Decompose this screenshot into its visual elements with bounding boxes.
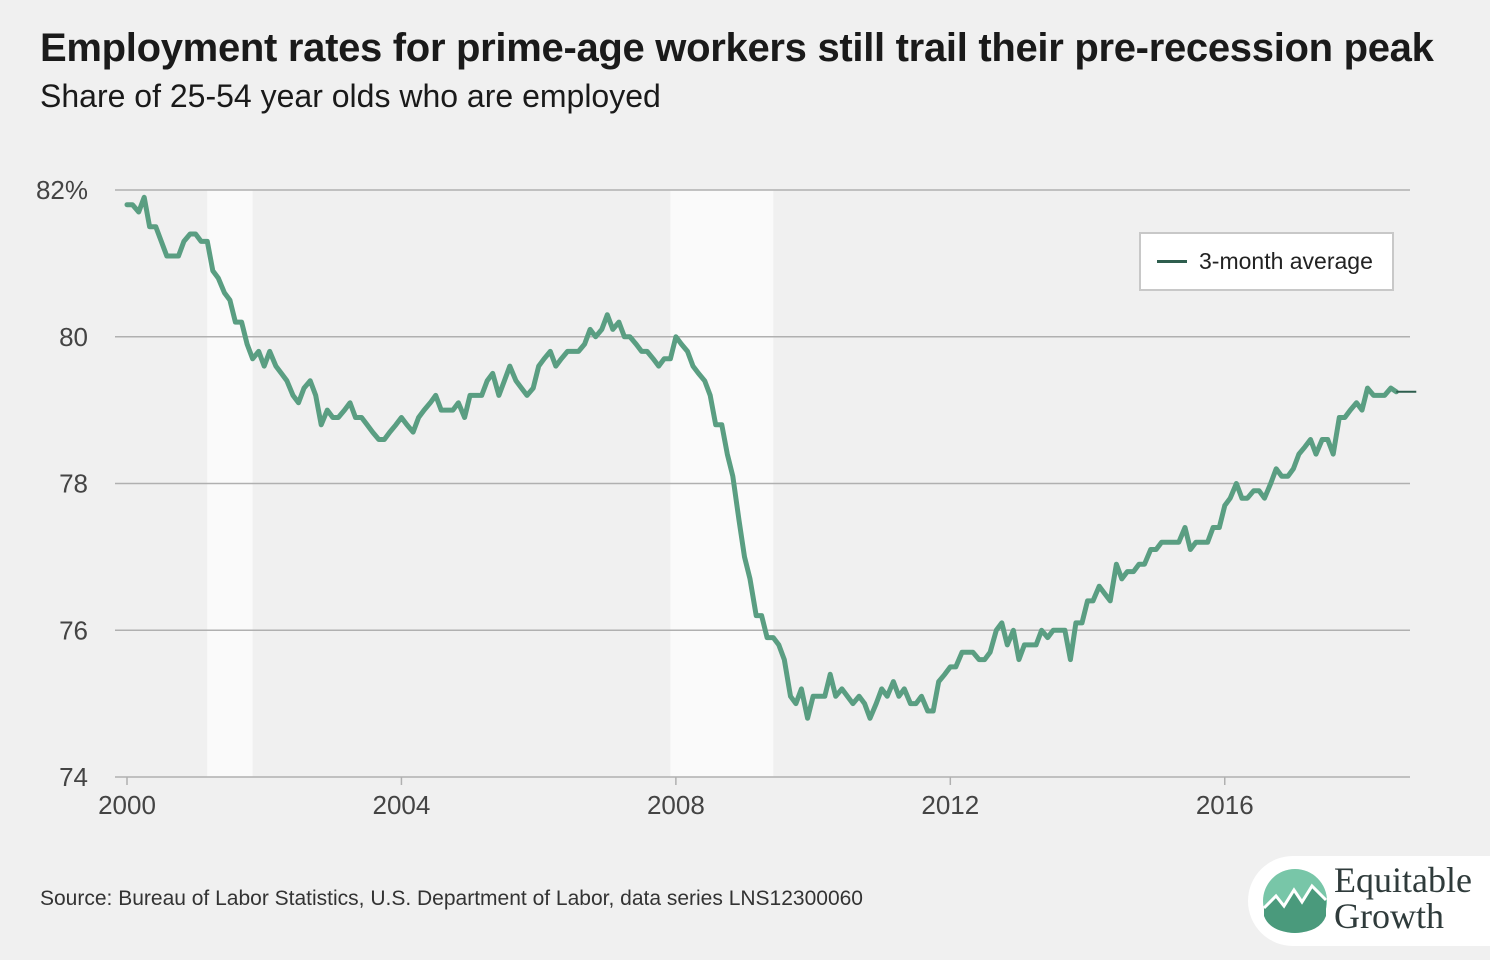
x-tick-label-2008: 2008	[647, 790, 705, 820]
chart-subtitle: Share of 25-54 year olds who are employe…	[40, 78, 661, 114]
x-tick-label-2004: 2004	[373, 790, 431, 820]
logo-line-2: Growth	[1334, 896, 1444, 936]
chart-title: Employment rates for prime-age workers s…	[40, 26, 1434, 70]
series-line-1	[124, 194, 1399, 721]
x-tick-label-2000: 2000	[98, 790, 156, 820]
y-tick-label-74: 74	[59, 762, 88, 792]
logo-wordmark: Equitable Growth	[1334, 862, 1472, 934]
growth-chart-icon	[1262, 869, 1328, 933]
legend-line-swatch	[1157, 260, 1187, 263]
chart-legend: 3-month average	[1139, 232, 1394, 291]
x-tick-label-2012: 2012	[921, 790, 979, 820]
x-tick-label-2016: 2016	[1196, 790, 1254, 820]
x-axis-labels: 2000 2004 2008 2012 2016	[98, 790, 1254, 820]
source-note: Source: Bureau of Labor Statistics, U.S.…	[40, 887, 863, 910]
y-axis-labels: 74 76 78 80 82%	[36, 175, 88, 792]
legend-label: 3-month average	[1199, 248, 1373, 274]
y-tick-label-82: 82%	[36, 175, 88, 205]
series-layer	[124, 194, 1417, 721]
equitable-growth-logo: Equitable Growth	[1248, 856, 1490, 946]
y-tick-label-80: 80	[59, 322, 88, 352]
logo-line-1: Equitable	[1334, 860, 1472, 900]
y-tick-label-76: 76	[59, 615, 88, 645]
gridlines	[115, 189, 1410, 785]
y-tick-label-78: 78	[59, 469, 88, 499]
